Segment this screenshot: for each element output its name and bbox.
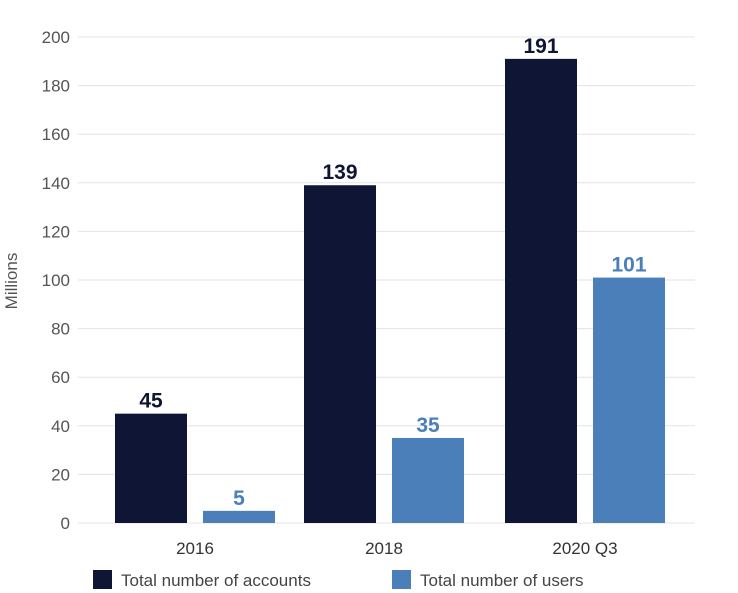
data-label: 191 (523, 35, 558, 58)
y-tick-label: 80 (51, 320, 70, 339)
y-tick-label: 200 (42, 28, 70, 47)
y-tick-label: 60 (51, 368, 70, 387)
y-tick-label: 20 (51, 465, 70, 484)
data-label: 139 (322, 161, 357, 184)
y-tick-label: 40 (51, 417, 70, 436)
data-labels: 45 5 139 35 191 101 (139, 35, 647, 510)
x-category-label: 2018 (365, 539, 403, 558)
x-category-label: 2020 Q3 (552, 539, 617, 558)
x-category-label: 2016 (176, 539, 214, 558)
legend: Total number of accounts Total number of … (93, 570, 583, 590)
legend-label: Total number of accounts (121, 571, 311, 590)
data-label: 101 (611, 254, 646, 277)
x-axis-categories: 2016 2018 2020 Q3 (176, 539, 618, 558)
bar-accounts (505, 58, 577, 524)
y-tick-label: 0 (61, 514, 70, 533)
y-axis-title: Millions (2, 253, 21, 310)
y-tick-label: 160 (42, 125, 70, 144)
data-label: 45 (139, 390, 163, 413)
data-label: 35 (416, 414, 440, 437)
legend-label: Total number of users (420, 571, 583, 590)
data-label: 5 (233, 487, 245, 510)
bar-users (203, 510, 275, 523)
y-tick-label: 100 (42, 271, 70, 290)
y-tick-label: 180 (42, 77, 70, 96)
bar-accounts (304, 185, 376, 524)
legend-swatch (93, 570, 112, 589)
bars (115, 58, 665, 524)
bar-accounts (115, 413, 187, 523)
bar-users (392, 437, 464, 523)
bar-users (593, 277, 665, 523)
legend-swatch (392, 570, 411, 589)
y-tick-label: 120 (42, 222, 70, 241)
y-axis-ticks: 0 20 40 60 80 100 120 140 160 180 200 (42, 28, 70, 533)
y-tick-label: 140 (42, 174, 70, 193)
